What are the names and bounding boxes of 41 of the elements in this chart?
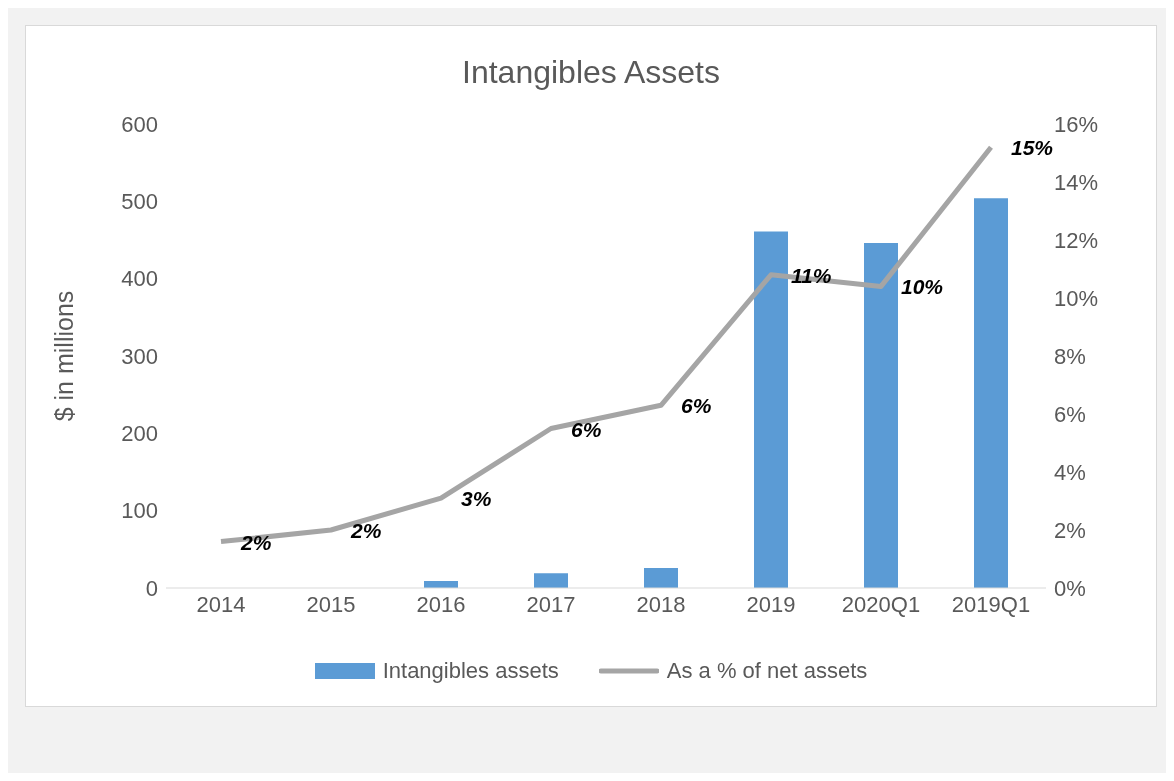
y-tick-label: 600 [121,111,158,137]
y2-tick-label: 10% [1054,285,1099,311]
chart-title: Intangibles Assets [461,54,721,92]
data-label: 6% [571,417,602,441]
x-tick-label: 2016 [416,591,466,617]
y2-tick-label: 14% [1054,169,1099,195]
bar [754,231,788,588]
bar [644,567,678,588]
legend-label: Intangibles assets [382,658,559,684]
legend-label: As a % of net assets [666,658,868,684]
y2-tick-label: 2% [1054,517,1086,543]
x-tick-label: 2014 [196,591,246,617]
x-tick-label: 2020Q1 [841,591,921,617]
data-label: 11% [791,263,832,287]
y-tick-label: 300 [121,343,158,369]
y-tick-label: 100 [121,498,158,524]
data-label: 10% [901,275,944,299]
data-label: 3% [461,487,492,511]
y-tick-label: 400 [121,266,158,292]
data-label: 15% [1011,136,1054,160]
bar [534,573,568,588]
y2-tick-label: 8% [1054,343,1086,369]
y-axis-title: $ in millions [49,290,78,422]
bar [974,198,1008,588]
x-tick-label: 2015 [306,591,356,617]
y2-tick-label: 0% [1054,575,1086,601]
x-tick-label: 2019Q1 [951,591,1031,617]
data-label: 6% [681,394,712,418]
data-label: 2% [240,530,272,554]
y-tick-label: 200 [121,421,158,447]
y2-tick-label: 16% [1054,111,1099,137]
y-tick-label: 0 [145,575,158,601]
data-label: 2% [350,519,382,542]
x-tick-label: 2018 [636,591,686,617]
bar [864,243,898,588]
y-tick-label: 500 [121,189,158,215]
x-tick-label: 2017 [526,591,576,617]
y2-tick-label: 12% [1054,227,1099,253]
y2-tick-label: 6% [1054,401,1086,427]
y2-tick-label: 4% [1054,459,1086,485]
x-tick-label: 2019 [746,591,796,617]
